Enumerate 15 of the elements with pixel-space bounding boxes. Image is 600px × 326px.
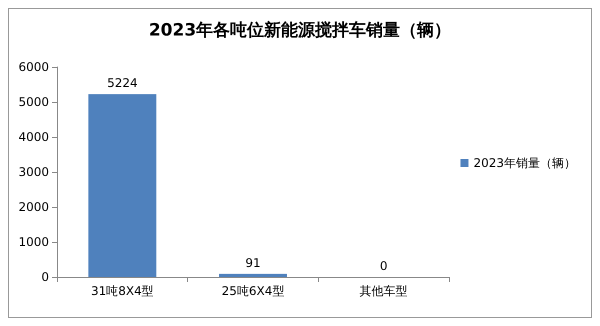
y-tick-label: 2000	[18, 200, 49, 214]
data-label: 5224	[107, 76, 138, 90]
y-tick-label: 0	[41, 270, 49, 284]
data-label: 91	[245, 256, 261, 270]
legend-label: 2023年销量（辆）	[473, 156, 576, 170]
x-tick-label: 31吨8X4型	[90, 284, 154, 298]
y-tick-label: 1000	[18, 235, 49, 249]
y-tick-label: 6000	[18, 60, 49, 74]
data-label: 0	[380, 259, 388, 273]
y-tick-label: 4000	[18, 130, 49, 144]
x-tick-label: 其他车型	[360, 284, 408, 298]
x-tick-label: 25吨6X4型	[222, 284, 284, 298]
y-tick-label: 3000	[18, 165, 49, 179]
chart-title: 2023年各吨位新能源搅拌车销量（辆）	[148, 20, 452, 40]
y-tick-label: 5000	[18, 95, 49, 109]
